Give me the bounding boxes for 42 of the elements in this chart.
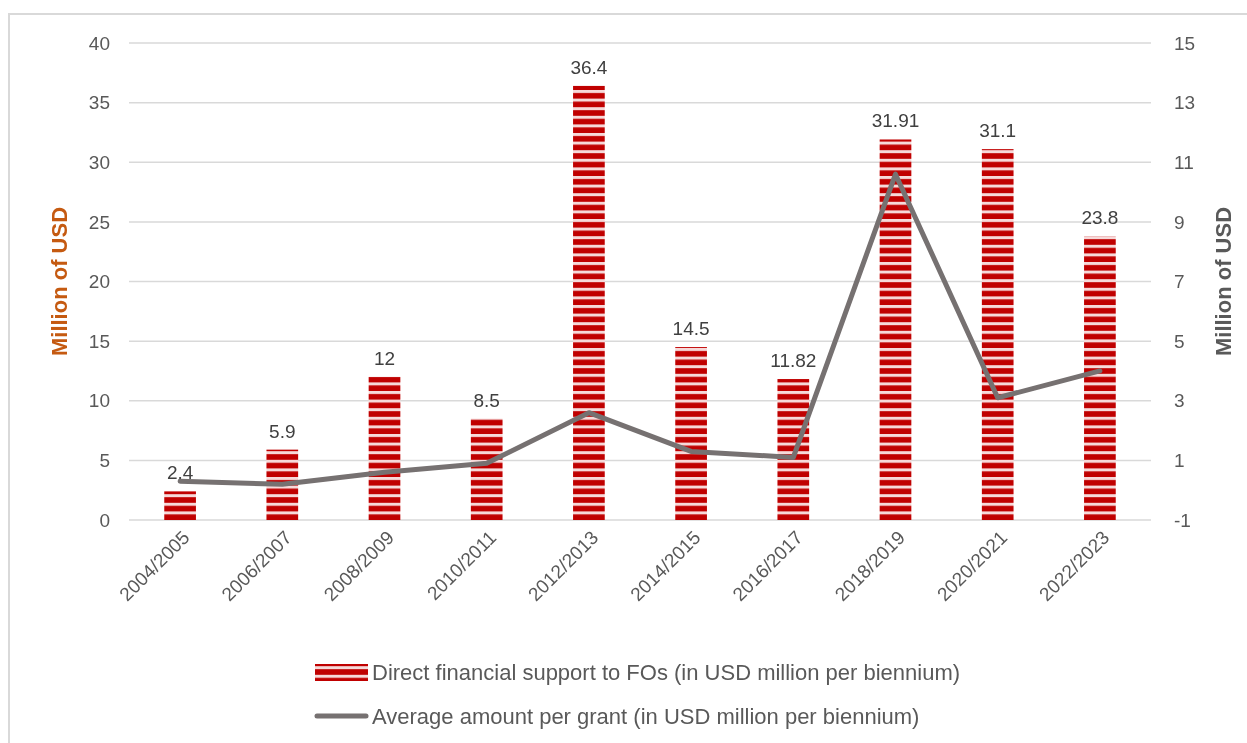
- legend-label: Direct financial support to FOs (in USD million per biennium): [372, 659, 961, 685]
- y2-tick-label: 13: [1174, 92, 1196, 114]
- y-tick-label: 25: [88, 211, 110, 233]
- y-tick-label: 30: [88, 151, 110, 173]
- y2-tick-label: 3: [1174, 390, 1185, 412]
- y2-axis-title: Million of USD: [1211, 206, 1236, 357]
- y-tick-label: 40: [88, 32, 110, 54]
- data-label: 5.9: [269, 420, 296, 442]
- y2-tick-label: 11: [1174, 151, 1194, 173]
- data-label: 36.4: [570, 56, 608, 78]
- y-tick-label: 0: [99, 509, 110, 531]
- y-tick-label: 35: [88, 92, 110, 114]
- y-tick-label: 15: [88, 330, 110, 352]
- data-label: 2.4: [166, 462, 194, 484]
- y-tick-label: 10: [88, 390, 110, 412]
- y-tick-label: 20: [88, 271, 110, 293]
- bar: [777, 379, 810, 520]
- y2-tick-label: 1: [1174, 450, 1185, 472]
- y2-tick-label: 5: [1174, 330, 1185, 352]
- y2-tick-label: -1: [1174, 509, 1191, 531]
- y-axis-title: Million of USD: [47, 206, 72, 357]
- data-label: 31.91: [871, 110, 920, 132]
- data-label: 31.1: [979, 120, 1017, 142]
- bar: [675, 347, 707, 520]
- bar: [470, 418, 503, 520]
- data-label: 11.82: [770, 350, 817, 372]
- bar: [981, 149, 1014, 520]
- y2-tick-label: 15: [1174, 32, 1196, 54]
- legend-label: Average amount per grant (in USD million per biennium): [372, 703, 920, 729]
- data-label: 14.5: [672, 318, 710, 340]
- bar: [879, 139, 912, 520]
- bar: [573, 85, 605, 520]
- bar: [164, 491, 196, 520]
- data-label: 12: [373, 347, 396, 369]
- y2-tick-label: 7: [1174, 271, 1185, 293]
- bar: [1084, 236, 1116, 520]
- bar: [266, 449, 299, 520]
- y2-tick-label: 9: [1174, 211, 1185, 233]
- y-tick-label: 5: [99, 450, 110, 472]
- bar: [368, 376, 401, 520]
- data-label: 23.8: [1081, 207, 1119, 229]
- data-label: 8.5: [473, 389, 500, 411]
